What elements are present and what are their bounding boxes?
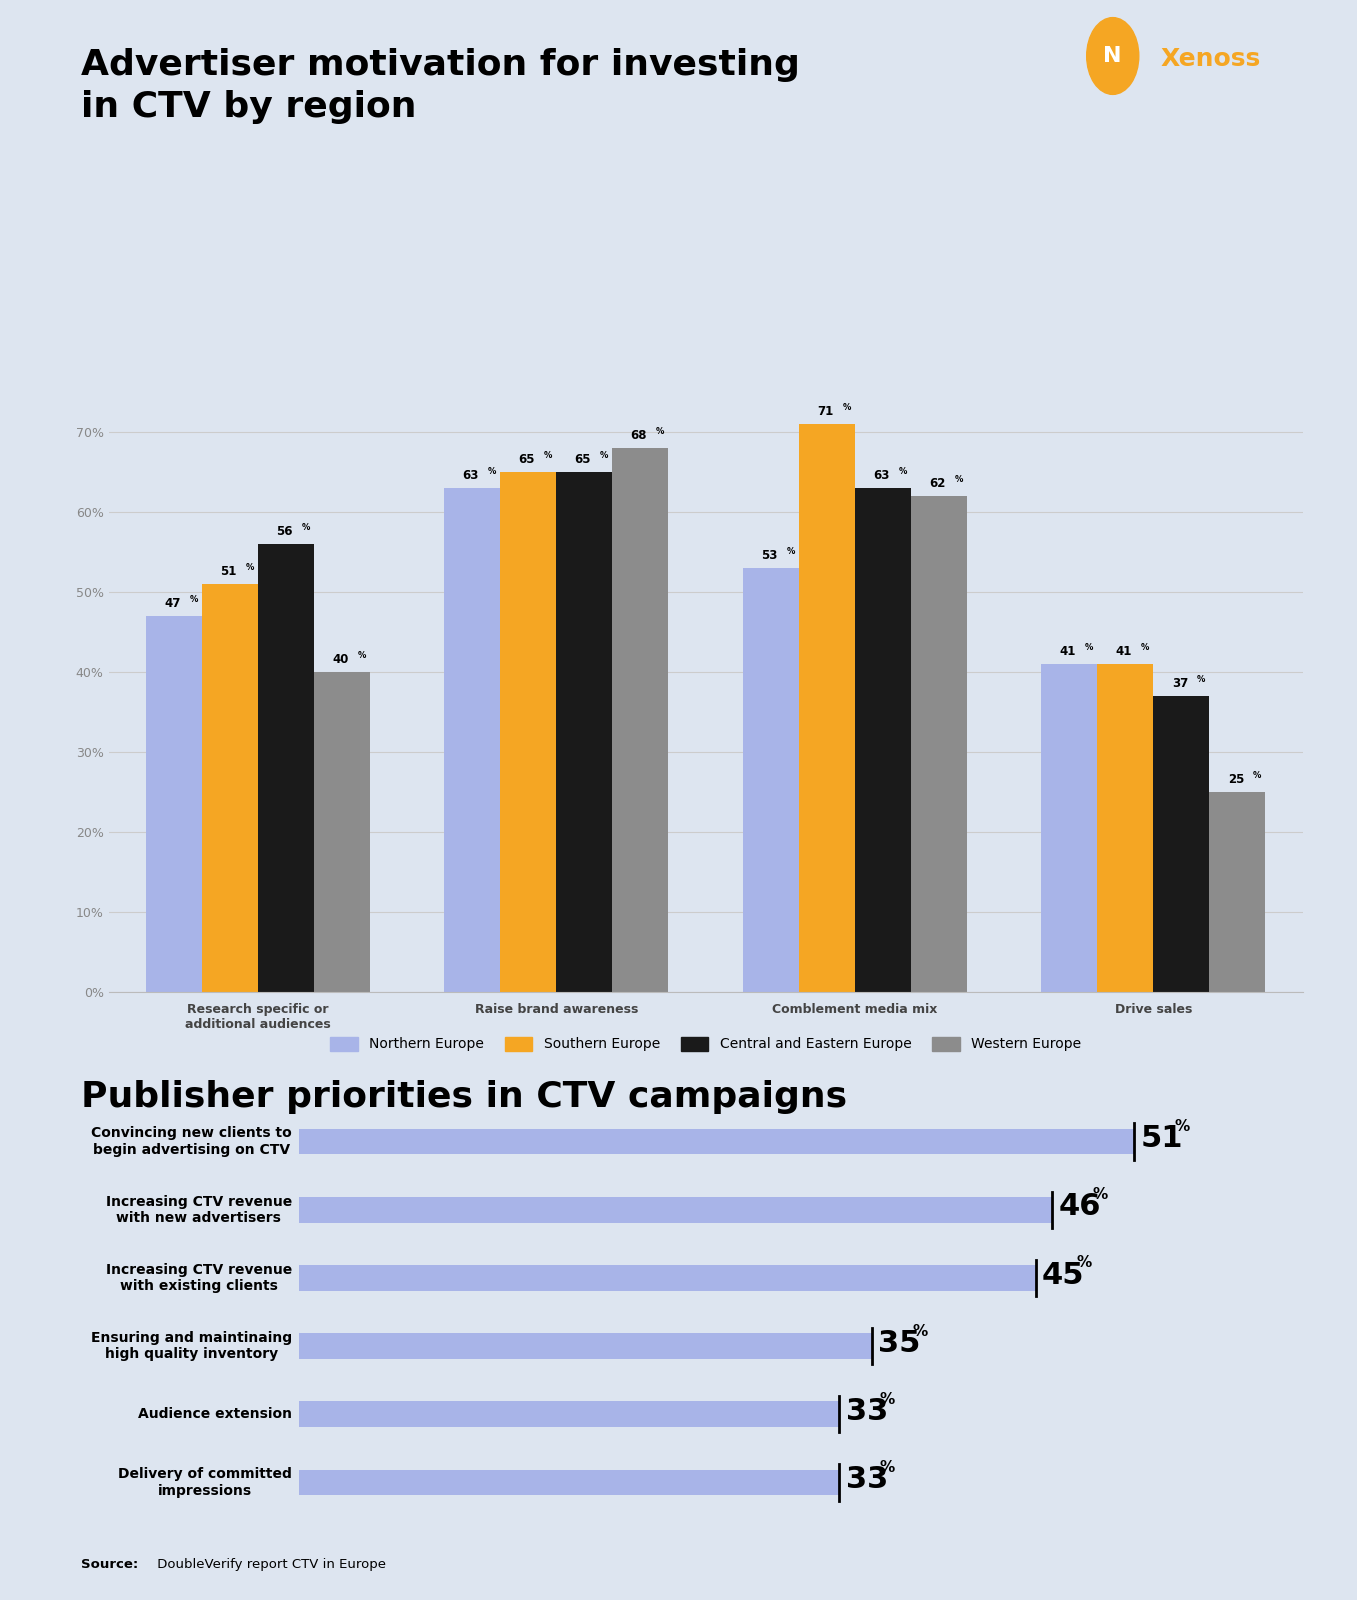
Bar xyxy=(147,616,202,992)
Bar xyxy=(299,1266,1035,1291)
Text: Convincing new clients to
begin advertising on CTV: Convincing new clients to begin advertis… xyxy=(91,1126,292,1157)
Text: 35: 35 xyxy=(878,1330,920,1358)
Text: 41: 41 xyxy=(1060,645,1076,658)
Text: 65: 65 xyxy=(574,453,592,466)
Text: %: % xyxy=(246,563,254,573)
Text: %: % xyxy=(1086,643,1094,653)
Text: 46: 46 xyxy=(1058,1192,1101,1221)
Text: %: % xyxy=(879,1392,896,1406)
Text: 37: 37 xyxy=(1172,677,1189,690)
Bar xyxy=(299,1469,839,1496)
Bar xyxy=(744,568,799,992)
Text: DoubleVerify report CTV in Europe: DoubleVerify report CTV in Europe xyxy=(153,1558,387,1571)
Bar xyxy=(501,472,556,992)
Text: %: % xyxy=(1141,643,1149,653)
Text: Audience extension: Audience extension xyxy=(138,1408,292,1421)
Text: 41: 41 xyxy=(1115,645,1132,658)
Text: 51: 51 xyxy=(220,565,236,578)
Bar xyxy=(911,496,968,992)
Text: 62: 62 xyxy=(930,477,946,490)
Bar xyxy=(299,1197,1052,1222)
Text: N: N xyxy=(1103,46,1122,66)
Text: 71: 71 xyxy=(817,405,833,418)
Text: %: % xyxy=(1092,1187,1109,1202)
Text: %: % xyxy=(898,467,906,477)
Bar xyxy=(612,448,669,992)
Bar xyxy=(313,672,369,992)
Text: 56: 56 xyxy=(275,525,293,538)
Text: Increasing CTV revenue
with new advertisers: Increasing CTV revenue with new advertis… xyxy=(106,1195,292,1226)
Text: %: % xyxy=(879,1459,896,1475)
Text: %: % xyxy=(357,651,366,659)
Text: 53: 53 xyxy=(761,549,778,562)
Text: %: % xyxy=(1197,675,1205,685)
Text: %: % xyxy=(600,451,608,461)
Text: 45: 45 xyxy=(1042,1261,1084,1290)
Bar xyxy=(299,1402,839,1427)
Text: 51: 51 xyxy=(1140,1125,1183,1154)
Text: Xenoss: Xenoss xyxy=(1160,46,1261,70)
Bar xyxy=(556,472,612,992)
Bar xyxy=(855,488,911,992)
Bar xyxy=(1098,664,1153,992)
Text: 63: 63 xyxy=(463,469,479,482)
Text: %: % xyxy=(787,547,795,557)
Bar xyxy=(445,488,501,992)
Bar xyxy=(1153,696,1209,992)
Text: 40: 40 xyxy=(332,653,349,666)
Bar xyxy=(299,1128,1134,1155)
Bar xyxy=(799,424,855,992)
Circle shape xyxy=(1087,18,1139,94)
Text: Increasing CTV revenue
with existing clients: Increasing CTV revenue with existing cli… xyxy=(106,1262,292,1293)
Text: %: % xyxy=(1253,771,1262,781)
Text: 63: 63 xyxy=(873,469,890,482)
Text: %: % xyxy=(1175,1118,1190,1134)
Text: %: % xyxy=(954,475,963,483)
Text: %: % xyxy=(843,403,851,411)
Text: Ensuring and maintinaing
high quality inventory: Ensuring and maintinaing high quality in… xyxy=(91,1331,292,1362)
Text: Delivery of committed
impressions: Delivery of committed impressions xyxy=(118,1467,292,1498)
Text: Source:: Source: xyxy=(81,1558,138,1571)
Text: %: % xyxy=(655,427,665,435)
Text: Advertiser motivation for investing
in CTV by region: Advertiser motivation for investing in C… xyxy=(81,48,801,125)
Text: 33: 33 xyxy=(845,1397,887,1426)
Bar xyxy=(299,1333,871,1358)
Text: %: % xyxy=(1076,1256,1092,1270)
Text: Publisher priorities in CTV campaigns: Publisher priorities in CTV campaigns xyxy=(81,1080,848,1114)
Text: %: % xyxy=(489,467,497,477)
Text: %: % xyxy=(190,595,198,603)
Text: 25: 25 xyxy=(1228,773,1244,786)
Text: 33: 33 xyxy=(845,1466,887,1494)
Legend: Northern Europe, Southern Europe, Central and Eastern Europe, Western Europe: Northern Europe, Southern Europe, Centra… xyxy=(330,1037,1082,1051)
Text: %: % xyxy=(301,523,309,531)
Text: %: % xyxy=(544,451,552,461)
Text: 65: 65 xyxy=(518,453,535,466)
Text: 47: 47 xyxy=(164,597,180,610)
Bar xyxy=(1042,664,1098,992)
Bar xyxy=(258,544,313,992)
Text: 68: 68 xyxy=(631,429,647,442)
Text: %: % xyxy=(913,1323,928,1339)
Bar xyxy=(202,584,258,992)
Bar xyxy=(1209,792,1265,992)
